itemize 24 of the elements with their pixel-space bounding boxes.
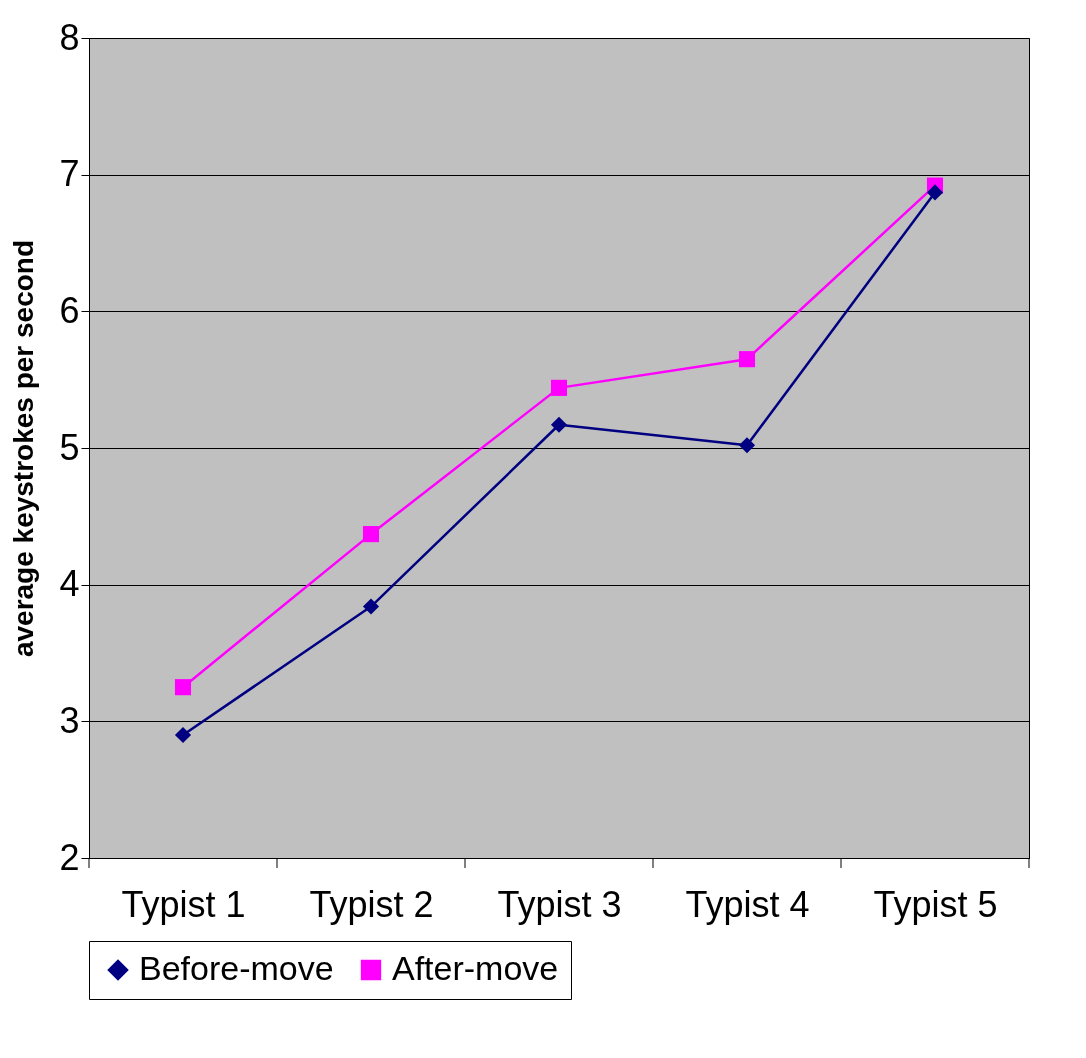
- y-tick-label: 8: [59, 16, 80, 58]
- x-tick-label: Typist 2: [309, 883, 434, 925]
- legend-label: Before-move: [139, 949, 334, 987]
- y-tick-label: 2: [59, 836, 80, 878]
- point: [550, 379, 568, 396]
- legend-label: After-move: [392, 949, 559, 987]
- point: [174, 679, 192, 696]
- point: [550, 416, 568, 433]
- y-tick-label: 5: [59, 426, 80, 468]
- point: [738, 437, 756, 454]
- point: [174, 726, 192, 744]
- y-tick-label: 4: [59, 563, 80, 605]
- point: [738, 351, 756, 368]
- x-tick-label: Typist 1: [121, 883, 246, 925]
- y-tick-label: 7: [59, 153, 80, 195]
- y-tick-label: 6: [59, 289, 80, 331]
- point: [362, 526, 380, 543]
- y-tick-label: 3: [59, 699, 80, 741]
- y-axis-title: average keystrokes per second: [8, 239, 40, 658]
- point: [926, 184, 944, 201]
- x-tick-label: Typist 5: [873, 883, 998, 925]
- point: [362, 598, 380, 615]
- x-tick-label: Typist 3: [497, 883, 622, 925]
- x-tick-label: Typist 4: [685, 883, 810, 925]
